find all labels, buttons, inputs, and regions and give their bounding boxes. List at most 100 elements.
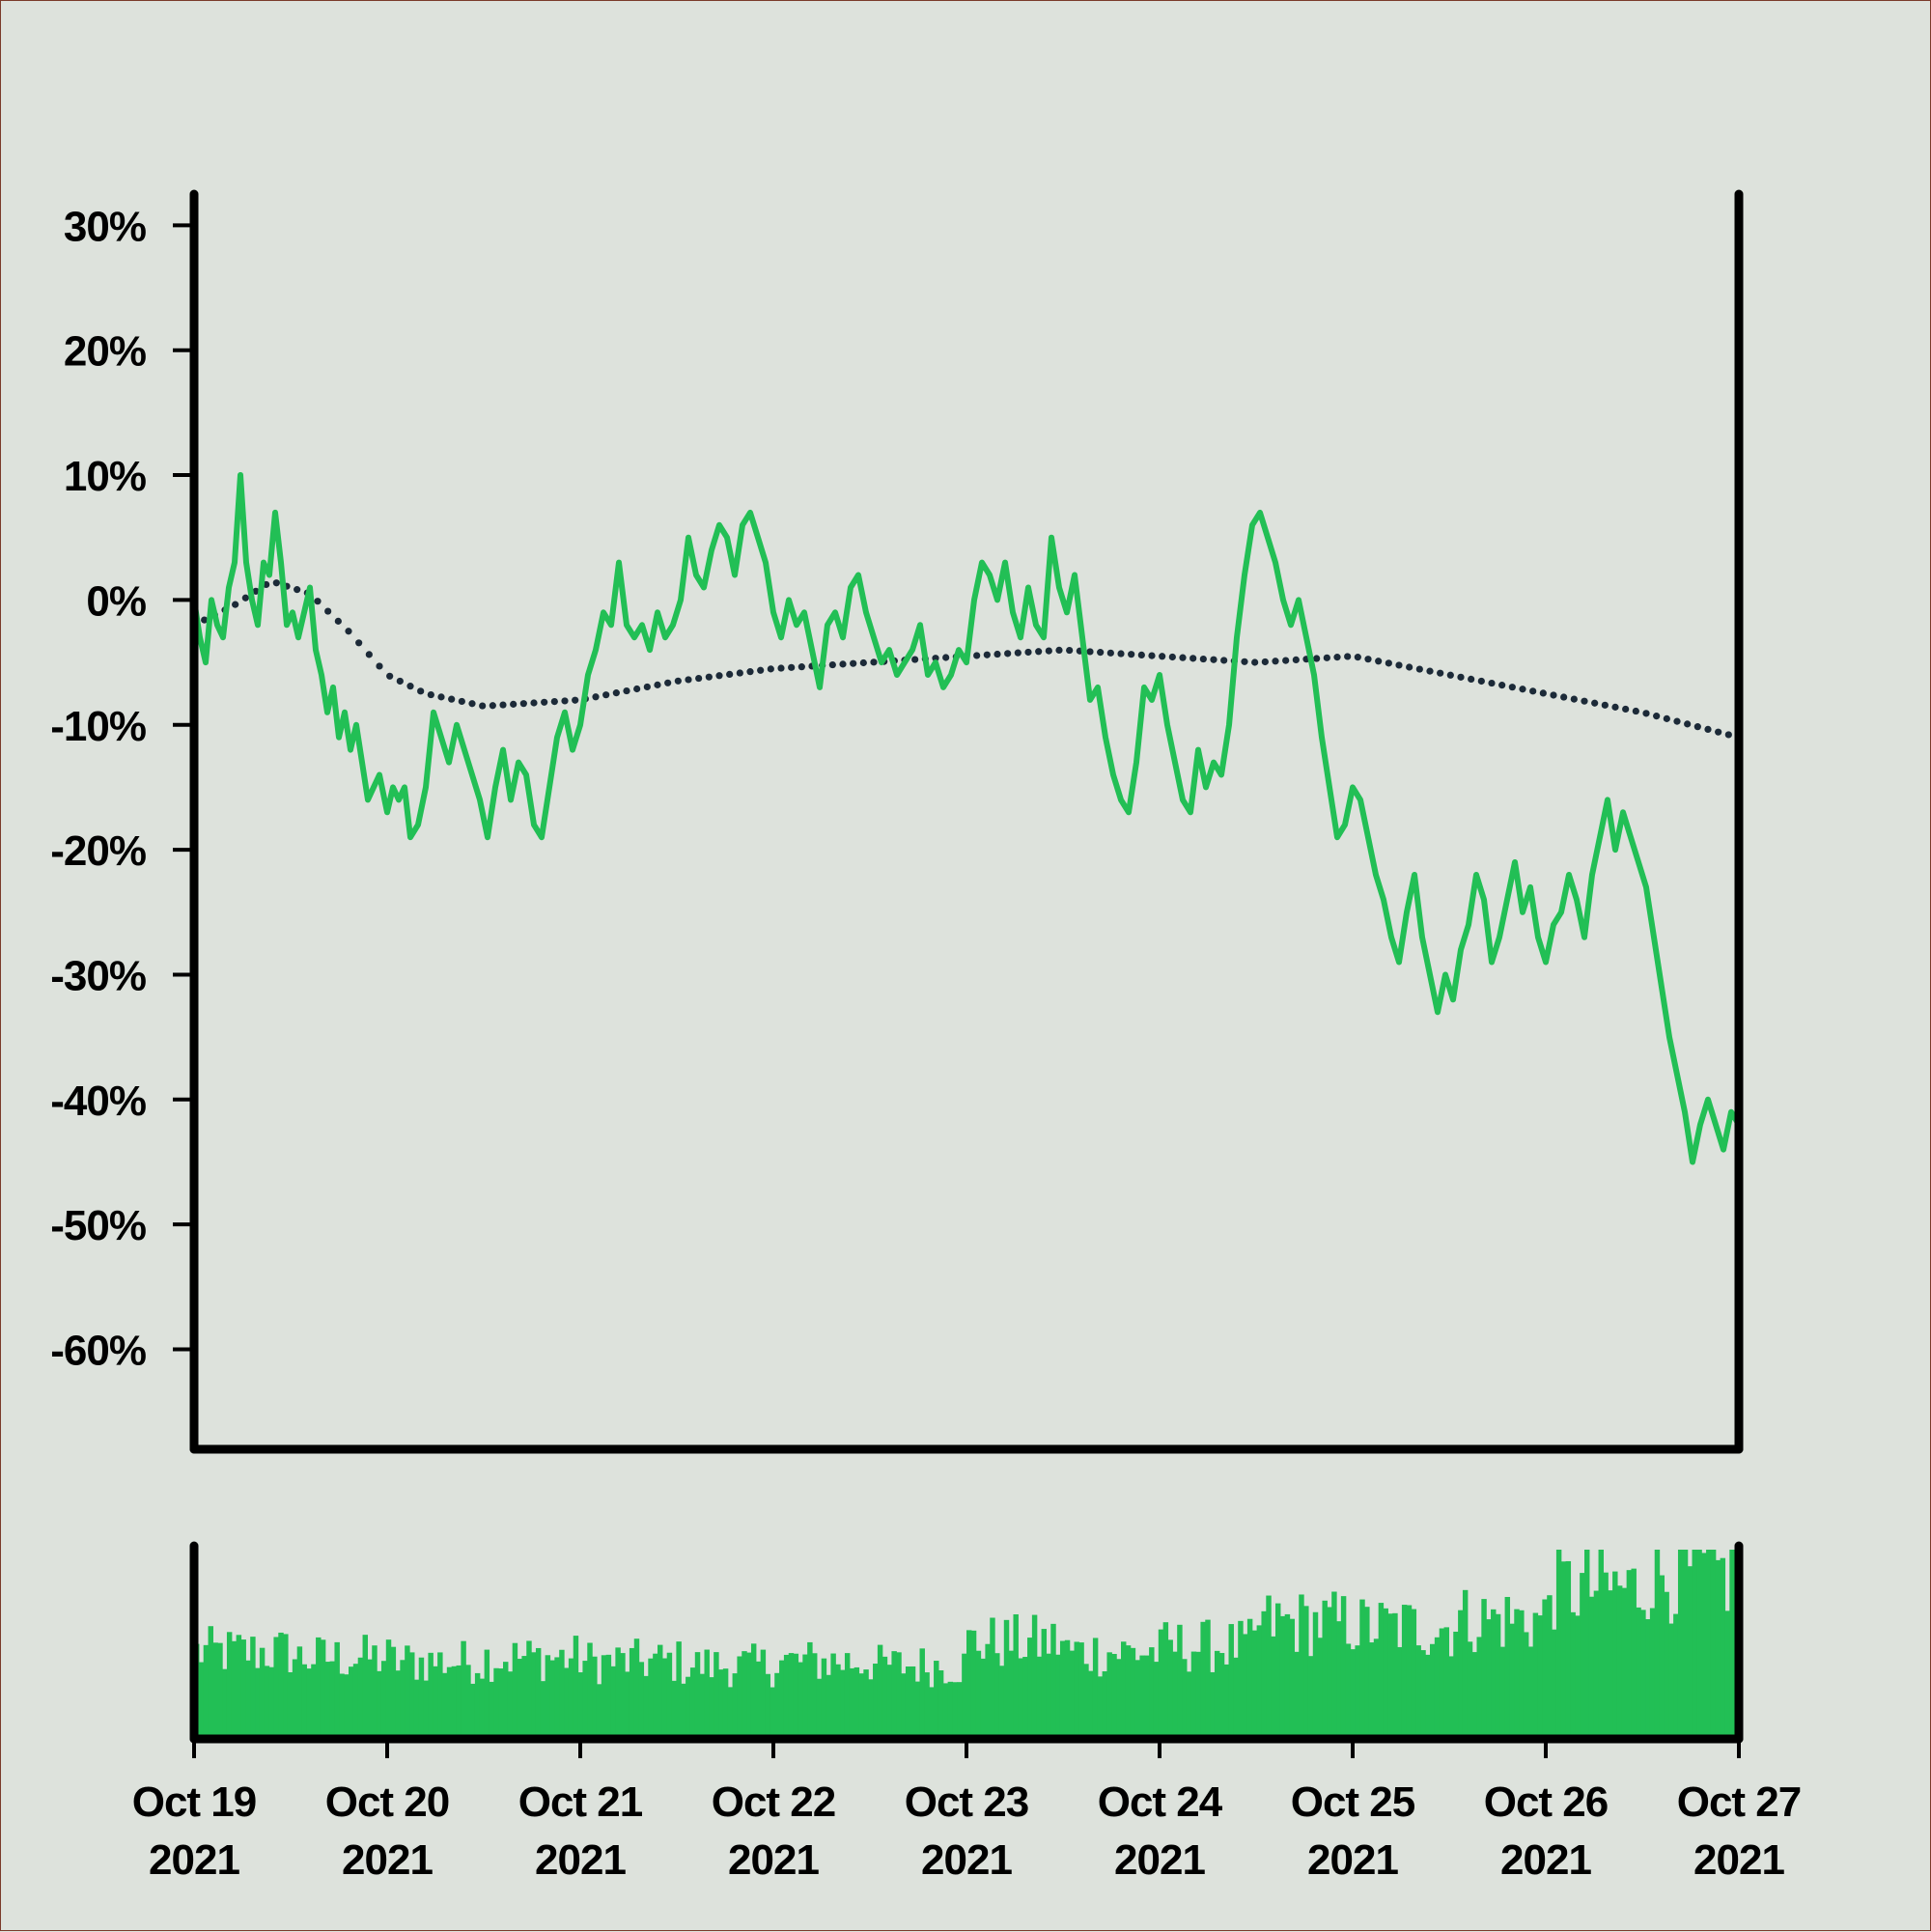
volume-bar xyxy=(886,1665,893,1739)
volume-bar xyxy=(638,1662,645,1739)
trend-dot xyxy=(612,689,620,697)
volume-bar xyxy=(1116,1659,1122,1739)
volume-bar xyxy=(947,1681,954,1739)
volume-bar xyxy=(1532,1612,1539,1739)
volume-bar xyxy=(1588,1596,1595,1739)
volume-bar xyxy=(671,1680,677,1739)
volume-bar xyxy=(1378,1603,1385,1739)
volume-bar xyxy=(413,1679,420,1739)
trend-dot xyxy=(1035,648,1043,656)
volume-bar xyxy=(891,1651,897,1739)
volume-bar xyxy=(1036,1656,1043,1739)
volume-bar xyxy=(929,1687,935,1739)
volume-bar xyxy=(704,1649,710,1739)
volume-bar xyxy=(1195,1651,1202,1739)
volume-bar xyxy=(1088,1670,1094,1739)
volume-bar xyxy=(658,1644,663,1739)
trend-dot xyxy=(479,702,487,710)
volume-bar xyxy=(1724,1610,1730,1739)
volume-bar xyxy=(802,1654,808,1739)
volume-bar xyxy=(292,1659,298,1739)
volume-bar xyxy=(573,1636,579,1739)
volume-bar xyxy=(1715,1559,1721,1739)
trend-dot xyxy=(376,662,383,670)
volume-bar xyxy=(1186,1671,1192,1739)
volume-bar xyxy=(1397,1646,1403,1739)
trend-dot xyxy=(1313,655,1321,662)
volume-bar xyxy=(1575,1615,1581,1739)
volume-bar xyxy=(1542,1599,1548,1739)
trend-dot xyxy=(1477,677,1485,686)
x-tick-label-date: Oct 19 xyxy=(132,1778,257,1826)
x-tick-label-year: 2021 xyxy=(1307,1836,1398,1884)
volume-bar xyxy=(934,1661,939,1739)
volume-bar xyxy=(1008,1650,1015,1739)
volume-bar xyxy=(437,1652,443,1739)
volume-bar xyxy=(821,1658,827,1739)
volume-bar xyxy=(844,1653,851,1739)
volume-bar xyxy=(990,1617,995,1739)
volume-bar xyxy=(217,1642,223,1739)
volume-bar xyxy=(498,1668,504,1739)
volume-bar xyxy=(236,1635,242,1739)
volume-bar xyxy=(1059,1640,1066,1739)
volume-bar xyxy=(1266,1595,1272,1739)
trend-dot xyxy=(437,693,445,701)
volume-bar xyxy=(479,1678,486,1739)
volume-bar xyxy=(1608,1590,1613,1739)
trend-dot xyxy=(1168,653,1176,661)
volume-bar xyxy=(1055,1654,1061,1739)
volume-bar xyxy=(1233,1657,1239,1739)
volume-bar xyxy=(1406,1605,1413,1739)
volume-bar xyxy=(1696,1550,1702,1739)
volume-bar xyxy=(1706,1550,1712,1739)
volume-bar xyxy=(788,1653,795,1739)
trend-dot xyxy=(911,656,919,663)
volume-bar xyxy=(1565,1560,1572,1739)
trend-dot xyxy=(458,697,465,706)
trend-dot xyxy=(602,691,610,699)
volume-bar xyxy=(1106,1652,1112,1739)
volume-bar xyxy=(966,1630,972,1739)
trend-dot xyxy=(664,679,672,686)
volume-bar xyxy=(245,1660,251,1739)
volume-bar xyxy=(924,1672,930,1739)
y-tick-label: 10% xyxy=(64,453,146,500)
volume-bar xyxy=(807,1641,813,1739)
volume-bar xyxy=(689,1667,696,1739)
volume-bar xyxy=(952,1682,958,1739)
trend-dot xyxy=(1385,659,1392,667)
volume-bar xyxy=(255,1667,261,1739)
volume-bar xyxy=(620,1653,626,1739)
volume-bar xyxy=(896,1652,902,1739)
volume-bar xyxy=(1271,1636,1276,1739)
volume-bar xyxy=(1603,1572,1609,1739)
volume-bar xyxy=(1299,1594,1304,1739)
volume-bar xyxy=(1537,1615,1543,1739)
trend-dot xyxy=(1693,723,1701,731)
trend-dot xyxy=(1622,705,1630,714)
x-tick-label-year: 2021 xyxy=(728,1836,819,1884)
trend-dot xyxy=(1653,713,1661,720)
volume-bar xyxy=(1031,1614,1038,1739)
volume-bar xyxy=(681,1683,686,1739)
volume-bar xyxy=(1598,1550,1604,1739)
volume-bar xyxy=(648,1658,654,1739)
trend-dot xyxy=(767,665,774,673)
volume-bar xyxy=(1078,1642,1084,1739)
trend-dot xyxy=(1128,651,1135,658)
volume-bar xyxy=(1499,1646,1506,1739)
volume-bar xyxy=(1701,1553,1707,1739)
trend-dot xyxy=(550,698,558,706)
volume-bar xyxy=(306,1668,312,1739)
volume-bar xyxy=(962,1653,967,1739)
trend-dot xyxy=(294,586,301,594)
trend-dot xyxy=(1601,701,1609,709)
volume-bar xyxy=(1359,1599,1365,1739)
volume-bar xyxy=(1355,1645,1360,1739)
x-axis-ticks: Oct 19 2021 Oct 20 2021 Oct 21 2021 Oct 22 2021… xyxy=(132,1739,1802,1884)
volume-bar xyxy=(1046,1653,1051,1739)
y-tick-label: -50% xyxy=(50,1202,146,1249)
volume-bar xyxy=(1172,1651,1178,1739)
volume-bar xyxy=(1279,1615,1286,1739)
